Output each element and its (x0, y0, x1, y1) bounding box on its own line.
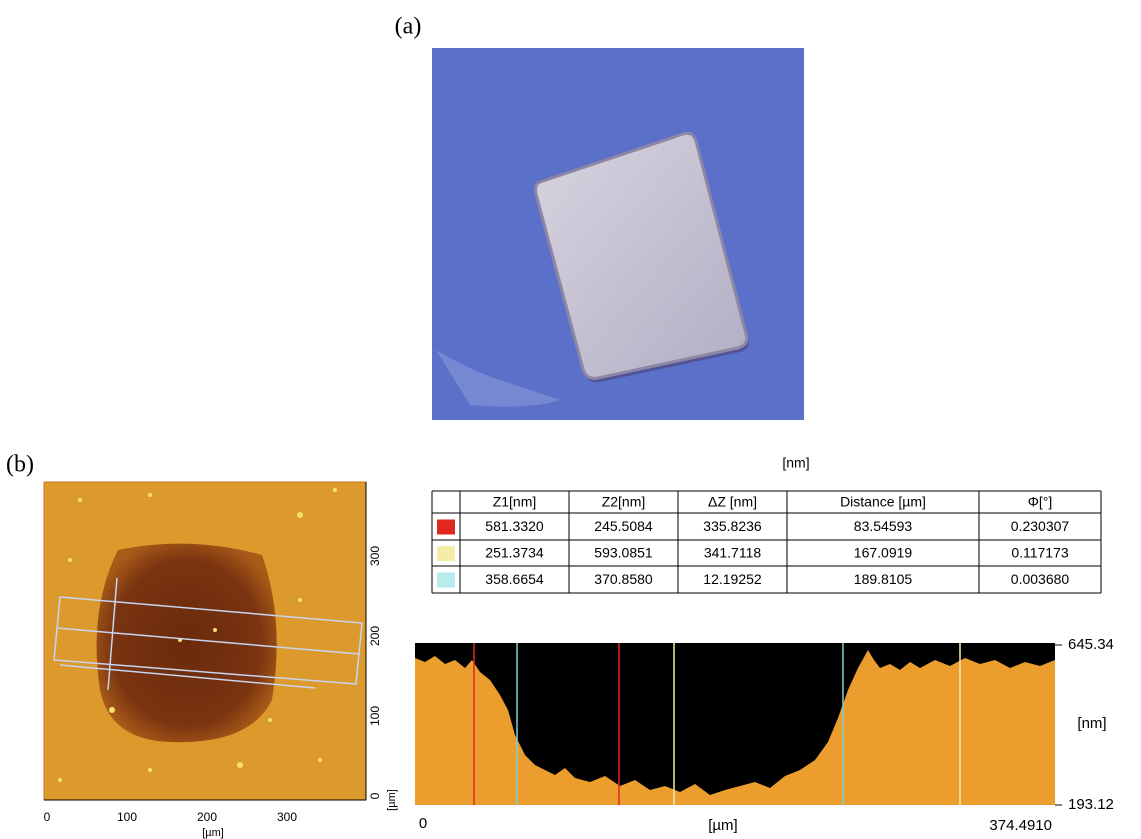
y-tick-label: 200 (368, 626, 382, 646)
x-tick-label: 200 (197, 810, 217, 824)
table-cell: 593.0851 (594, 545, 653, 561)
x-tick-label: 300 (277, 810, 297, 824)
afm-trench (96, 543, 277, 743)
crystal (534, 131, 749, 380)
x-tick-label: 0 (44, 810, 51, 824)
y-unit: [nm] (1077, 715, 1106, 732)
table-cell: 0.117173 (1011, 545, 1069, 561)
table-cell: 341.7118 (704, 545, 762, 561)
x-unit: [µm] (202, 827, 224, 839)
column-header: Distance [µm] (840, 494, 926, 510)
column-header: Z2[nm] (602, 494, 646, 510)
height-profile: 645.34 [nm] 193.12 0 [µm] 374.4910 (415, 636, 1114, 834)
table-cell: 335.8236 (703, 518, 762, 534)
texture (436, 350, 560, 407)
row-swatch (437, 519, 455, 535)
x-unit: [µm] (708, 817, 737, 834)
table-cell: 12.19252 (703, 571, 762, 587)
row-swatch (437, 546, 455, 561)
table-cell: 0.230307 (1011, 518, 1070, 534)
measurement-table: [nm] Z1[nm] Z2[nm] ΔZ [nm] Distance [µm] Φ[°… (431, 455, 1102, 594)
scan-region (53, 577, 363, 691)
optical-image (432, 48, 804, 420)
x-min-label: 0 (419, 815, 427, 832)
y-max-label: 645.34 (1068, 636, 1114, 653)
table-cell: 251.3734 (485, 545, 544, 561)
table-cell: 370.8580 (594, 571, 653, 587)
y-unit: [µm] (386, 789, 398, 811)
profile-fill (415, 650, 1055, 805)
panel-label: (b) (6, 452, 34, 478)
table-cell: 581.3320 (485, 518, 544, 534)
y-tick-label: 0 (368, 792, 382, 799)
table-cell: 83.54593 (854, 518, 913, 534)
y-tick-label: 100 (368, 706, 382, 726)
column-header: ΔZ [nm] (708, 494, 757, 510)
y-tick-label: 300 (368, 546, 382, 566)
cursor-lines (473, 643, 961, 805)
column-header: Φ[°] (1028, 494, 1053, 510)
y-min-label: 193.12 (1068, 796, 1114, 813)
table-cell: 167.0919 (854, 545, 913, 561)
table-cell: 189.8105 (854, 571, 913, 587)
row-swatch (437, 572, 455, 588)
table-cell: 0.003680 (1011, 571, 1070, 587)
table-cell: 245.5084 (594, 518, 653, 534)
x-tick-label: 100 (117, 810, 137, 824)
afm-image: 0 100 200 300 [µm] 0 100 200 300 [µm] (43, 481, 398, 839)
x-max-label: 374.4910 (989, 817, 1052, 834)
column-header: Z1[nm] (493, 494, 537, 510)
table-cell: 358.6654 (485, 571, 544, 587)
panel-label: (a) (395, 14, 422, 40)
table-caption: [nm] (782, 455, 809, 471)
